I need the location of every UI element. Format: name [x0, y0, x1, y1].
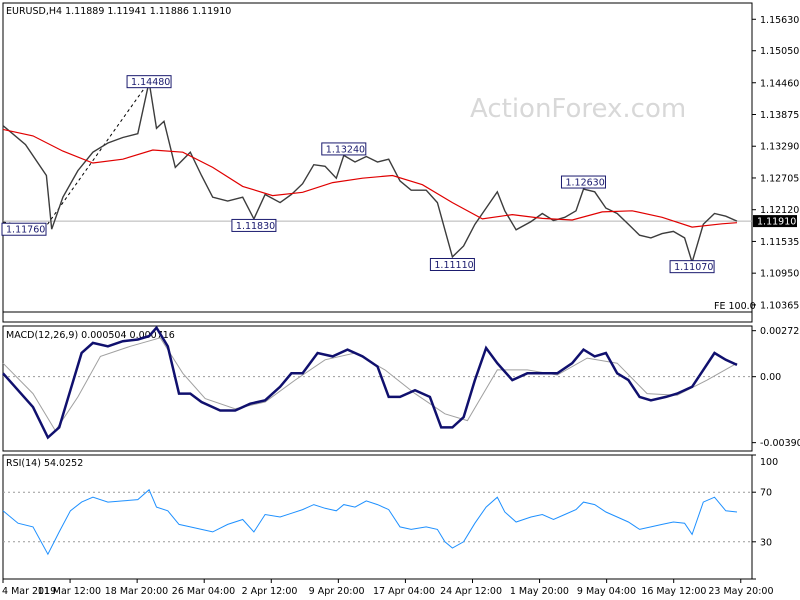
price-annotation-label: 1.11760	[6, 225, 45, 236]
price-annotation-box	[126, 75, 172, 89]
macd-axis-label: 0.00	[760, 372, 781, 383]
x-axis-label: 9 Apr 20:00	[309, 586, 365, 597]
rsi-title: RSI(14) 54.0252	[6, 458, 83, 469]
price-annotation-box	[560, 175, 606, 189]
price-axis-label: 1.13290	[760, 142, 799, 153]
price-panel-frame	[2, 2, 753, 323]
rsi-axis-label: 70	[760, 488, 772, 499]
price-annotation-label: 1.14480	[131, 77, 170, 88]
price-annotation-label: 1.11110	[434, 260, 473, 271]
fe-label: FE 100.0	[714, 301, 756, 312]
macd-lines	[2, 325, 738, 440]
rsi-axis-label: 100	[760, 457, 778, 468]
rsi-line	[2, 488, 738, 556]
rsi-axis: 100 70 30	[752, 454, 778, 580]
x-axis-label: 23 May 20:00	[708, 586, 773, 597]
price-annotation-label: 1.11830	[236, 221, 275, 232]
x-axis-label: 16 May 12:00	[641, 586, 706, 597]
x-axis-label: 24 Apr 12:00	[440, 586, 502, 597]
ma-line	[2, 128, 738, 228]
price-annotation-label: 1.13240	[326, 144, 365, 155]
price-axis-label: 1.11535	[760, 237, 799, 248]
macd-axis: 0.002723 0.00 -0.003905	[752, 326, 800, 449]
price-axis-label: 1.13875	[760, 110, 799, 121]
price-panel: EURUSD,H4 1.11889 1.11941 1.11886 1.1191…	[1, 2, 799, 323]
price-line	[2, 81, 738, 265]
x-axis-label: 2 Apr 12:00	[242, 586, 298, 597]
price-annotation-label: 1.12630	[565, 178, 604, 189]
price-axis-label: 1.10365	[760, 300, 799, 311]
fibo-trend-line	[43, 81, 150, 230]
price-annotations: 1.14480 1.11760 1.11830 1.13240 1.12630 1.111…	[1, 75, 715, 274]
rsi-panel-frame	[2, 454, 753, 580]
macd-title: MACD(12,26,9) 0.000504 0.000716	[6, 330, 175, 341]
macd-axis-label: 0.002723	[760, 326, 800, 337]
current-price-label: 1.11910	[757, 217, 796, 228]
rsi-axis-label: 30	[760, 537, 772, 548]
x-axis-label: 1 May 20:00	[510, 586, 569, 597]
price-panel-title: EURUSD,H4 1.11889 1.11941 1.11886 1.1191…	[6, 6, 231, 17]
macd-panel: MACD(12,26,9) 0.000504 0.000716 0.002723…	[2, 325, 800, 452]
price-axis-label: 1.15050	[760, 46, 799, 57]
macd-line	[2, 325, 738, 440]
price-annotation-box	[429, 257, 475, 271]
price-annotation-box	[669, 260, 715, 274]
price-axis: 1.15630 1.15050 1.14460 1.13875 1.13290 1.127…	[752, 15, 799, 311]
price-axis-label: 1.14460	[760, 78, 799, 89]
price-axis-label: 1.12705	[760, 173, 799, 184]
x-axis-label: 26 Mar 04:00	[172, 586, 235, 597]
price-annotation-box	[321, 142, 367, 156]
price-annotation-box	[231, 218, 277, 232]
price-axis-label: 1.15630	[760, 15, 799, 26]
rsi-panel: RSI(14) 54.0252 100 70 30	[2, 454, 778, 580]
x-axis-label: 11 Mar 12:00	[38, 586, 101, 597]
x-axis-label: 4 Mar 2019	[2, 586, 56, 597]
price-axis-label: 1.12120	[760, 205, 799, 216]
price-lines	[2, 81, 738, 265]
rsi-lines	[2, 488, 738, 556]
macd-axis-label: -0.003905	[760, 438, 800, 449]
x-axis-label: 18 Mar 20:00	[105, 586, 168, 597]
price-annotation-label: 1.11070	[674, 262, 713, 273]
price-axis-label: 1.10950	[760, 269, 799, 280]
current-price-tag	[753, 215, 797, 228]
price-annotation-box	[1, 222, 47, 236]
x-axis-label: 9 May 04:00	[577, 586, 636, 597]
x-axis-label: 17 Apr 04:00	[373, 586, 435, 597]
macd-panel-frame	[2, 325, 753, 452]
watermark: ActionForex.com	[470, 94, 686, 124]
